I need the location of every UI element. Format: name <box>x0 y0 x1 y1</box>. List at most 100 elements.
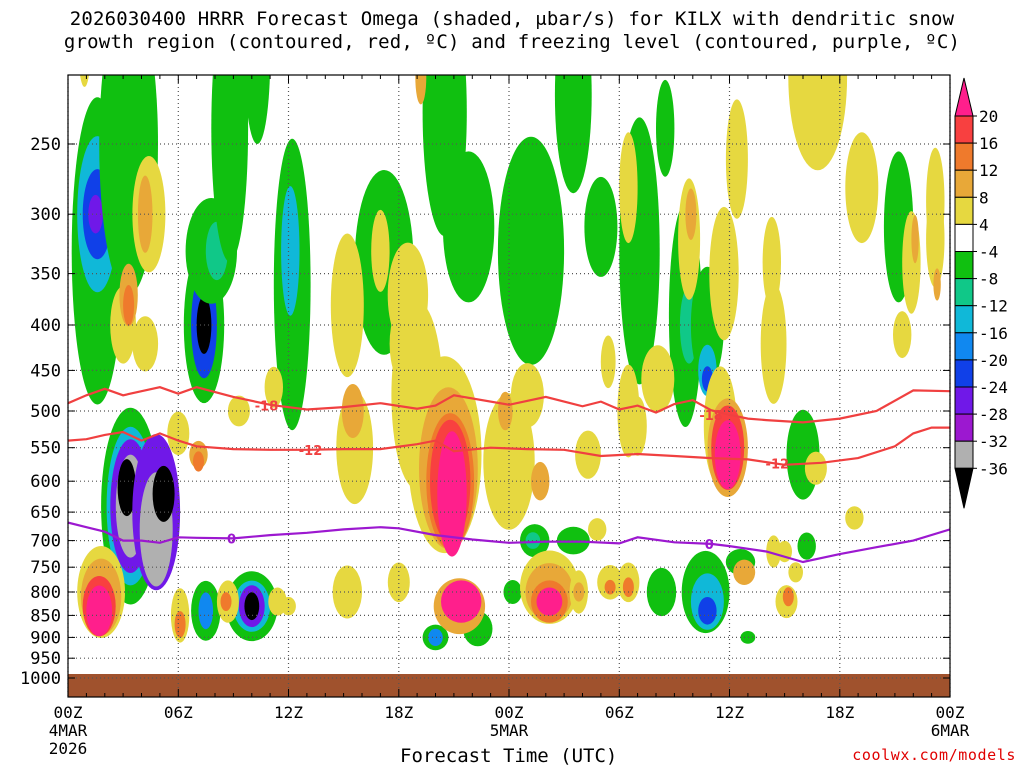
y-tick-label: 400 <box>30 316 61 336</box>
colorbar-label: -4 <box>979 243 998 262</box>
omega-blob <box>600 335 616 389</box>
x-tick-date-label: 6MAR <box>931 721 970 740</box>
omega-blob <box>893 311 912 359</box>
omega-blob <box>415 75 427 105</box>
omega-blob <box>410 0 428 70</box>
omega-blob <box>123 285 135 326</box>
colorbar-segment <box>954 359 974 388</box>
x-tick-label: 00Z <box>54 703 83 722</box>
omega-blob <box>193 451 204 472</box>
y-tick-label: 550 <box>30 439 61 459</box>
y-tick-label: 300 <box>30 205 61 225</box>
omega-blob <box>244 592 260 621</box>
colorbar-label: -8 <box>979 270 998 289</box>
y-tick-label: 850 <box>30 606 61 626</box>
y-tick-label: 250 <box>30 135 61 155</box>
title-line-1: 2026030400 HRRR Forecast Omega (shaded, … <box>69 8 955 30</box>
x-tick-label: 18Z <box>825 703 854 722</box>
omega-blob <box>804 451 827 485</box>
colorbar-label: 4 <box>979 215 989 234</box>
omega-blob <box>204 0 219 45</box>
omega-blob <box>152 465 175 522</box>
colorbar-label: -32 <box>979 432 1008 451</box>
colorbar-label: -16 <box>979 324 1008 343</box>
source-credit: coolwx.com/models <box>852 746 1016 764</box>
omega-blob <box>573 582 585 602</box>
colorbar-segment <box>954 305 974 334</box>
omega-blob <box>733 559 756 585</box>
colorbar-segment <box>954 251 974 280</box>
x-tick-label: 18Z <box>384 703 413 722</box>
omega-blob <box>442 151 495 303</box>
omega-blob <box>86 585 113 637</box>
omega-blob <box>387 562 410 603</box>
omega-blob <box>428 628 443 647</box>
dendritic-12-label: -12 <box>299 444 323 459</box>
omega-blob <box>711 0 729 70</box>
x-tick-label: 12Z <box>715 703 744 722</box>
colorbar-label: 20 <box>979 107 998 126</box>
dendritic-18-label: -18 <box>255 400 279 415</box>
omega-blob <box>211 75 249 262</box>
colorbar-segment <box>954 115 974 144</box>
omega-blob <box>797 532 816 560</box>
omega-blob <box>371 209 390 292</box>
x-tick-label: 00Z <box>495 703 524 722</box>
x-tick-label: 06Z <box>164 703 193 722</box>
omega-blob <box>933 268 941 301</box>
omega-blob <box>132 316 159 372</box>
y-tick-label: 800 <box>30 583 61 603</box>
omega-blob <box>685 188 697 240</box>
omega-blob <box>788 562 803 583</box>
x-axis-label: Forecast Time (UTC) <box>400 745 618 767</box>
omega-blob <box>281 186 300 316</box>
omega-blob <box>698 597 717 625</box>
colorbar-label: -24 <box>979 378 1008 397</box>
chart-title: 2026030400 HRRR Forecast Omega (shaded, … <box>0 8 1024 54</box>
omega-blob <box>641 345 675 413</box>
omega-blob <box>332 565 362 619</box>
title-line-2: growth region (contoured, red, ºC) and f… <box>63 31 961 53</box>
colorbar-bottom-arrow <box>954 467 974 509</box>
colorbar-label: 8 <box>979 188 989 207</box>
x-tick-label: 00Z <box>936 703 965 722</box>
y-tick-label: 450 <box>30 361 61 381</box>
colorbar-label: -36 <box>979 459 1008 478</box>
omega-blob <box>788 75 848 171</box>
y-tick-label: 350 <box>30 265 61 285</box>
colorbar-label: -28 <box>979 405 1008 424</box>
y-axis: 2503003504004505005506006507007508008509… <box>20 135 950 689</box>
colorbar-segment <box>954 169 974 198</box>
omega-blob <box>556 526 590 555</box>
omega-blob <box>330 233 364 378</box>
omega-blob <box>536 587 563 616</box>
omega-blob <box>198 592 214 630</box>
colorbar-segment <box>954 386 974 415</box>
omega-blob <box>510 363 544 428</box>
omega-blob <box>227 395 250 427</box>
omega-blob <box>845 506 864 530</box>
x-tick-label: 06Z <box>605 703 634 722</box>
omega-blob <box>244 75 270 144</box>
omega-blob <box>497 136 565 365</box>
omega-blob <box>584 176 618 277</box>
colorbar-segment <box>954 440 974 469</box>
omega-blob <box>441 580 482 623</box>
x-tick-label: 12Z <box>274 703 303 722</box>
omega-blob <box>174 611 186 638</box>
omega-blob <box>656 79 675 177</box>
y-tick-label: 1000 <box>20 669 61 689</box>
omega-blob <box>740 631 756 644</box>
omega-blob <box>80 75 89 87</box>
freezing-0-contour <box>68 521 950 564</box>
omega-blob <box>437 431 467 557</box>
omega-blob <box>911 215 919 264</box>
y-tick-label: 950 <box>30 649 61 669</box>
omega-blob <box>760 283 787 404</box>
omega-blob <box>766 535 781 568</box>
x-tick-year-label: 2026 <box>49 739 88 758</box>
y-tick-label: 700 <box>30 532 61 552</box>
dendritic-12-contour <box>68 426 950 466</box>
omega-blob <box>264 366 283 408</box>
